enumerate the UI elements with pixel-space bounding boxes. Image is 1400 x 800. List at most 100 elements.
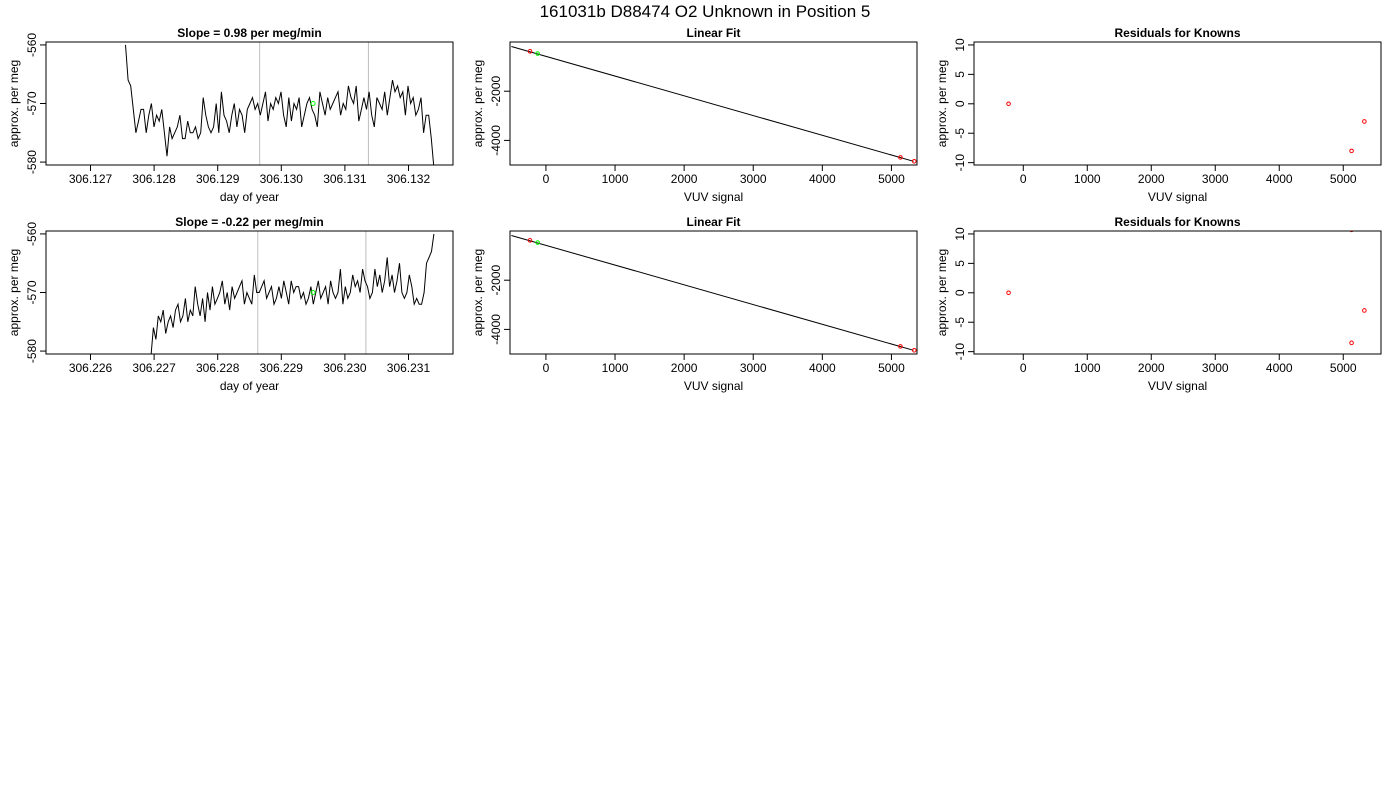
- plot-area: [1006, 231, 1367, 346]
- y-axis-label: approx. per meg: [935, 249, 949, 336]
- residual-point: [1006, 290, 1011, 296]
- y-tick-label: -560: [25, 222, 39, 246]
- x-axis-label: day of year: [220, 190, 279, 204]
- x-tick-label: 1000: [602, 172, 629, 186]
- x-tick-label: 4000: [1266, 361, 1293, 375]
- x-tick-label: 5000: [878, 172, 905, 186]
- panels: Slope = 0.98 per meg/min day of year appro…: [7, 26, 1382, 393]
- x-tick-label: 306.230: [323, 361, 367, 375]
- residual-point: [1349, 340, 1354, 346]
- y-axis-label: approx. per meg: [471, 60, 485, 147]
- plot-title: Linear Fit: [686, 215, 740, 229]
- x-tick-label: 5000: [1330, 361, 1357, 375]
- y-tick-label: -580: [25, 339, 39, 363]
- y-tick-label: 10: [953, 227, 967, 241]
- y-tick-label: -5: [953, 128, 967, 139]
- known-point: [898, 344, 903, 349]
- y-tick-label: -2000: [489, 76, 503, 107]
- unknown-point: [310, 290, 316, 295]
- x-tick-label: 306.127: [69, 172, 113, 186]
- y-axis-label: approx. per meg: [7, 249, 21, 336]
- x-tick-label: 306.129: [196, 172, 240, 186]
- x-tick-label: 306.132: [387, 172, 431, 186]
- x-tick-label: 2000: [1138, 172, 1165, 186]
- y-tick-label: -580: [25, 150, 39, 174]
- unknown-point: [535, 240, 540, 245]
- fit-line: [511, 46, 914, 162]
- y-tick-label: 0: [953, 100, 967, 107]
- x-tick-label: 4000: [809, 361, 836, 375]
- panel-ts1: Slope = 0.98 per meg/min day of year appro…: [7, 26, 454, 204]
- residual-point: [1362, 308, 1367, 313]
- plot-title: Linear Fit: [686, 26, 740, 40]
- x-tick-label: 306.228: [196, 361, 240, 375]
- y-tick-label: -560: [25, 33, 39, 57]
- known-point: [898, 155, 903, 160]
- plot-area: [511, 46, 917, 164]
- x-tick-label: 2000: [671, 361, 698, 375]
- y-axis-label: approx. per meg: [935, 60, 949, 147]
- x-tick-label: 3000: [740, 172, 767, 186]
- x-axis-label: VUV signal: [684, 379, 743, 393]
- panel-res1: Residuals for Knowns VUV signal approx. pe…: [935, 26, 1382, 204]
- series-line: [150, 233, 435, 354]
- y-axis-label: approx. per meg: [7, 60, 21, 147]
- plot-title: Residuals for Knowns: [1114, 215, 1240, 229]
- x-tick-label: 306.231: [387, 361, 431, 375]
- plot-title: Slope = 0.98 per meg/min: [177, 26, 321, 40]
- x-tick-label: 3000: [1202, 172, 1229, 186]
- plot-frame: [509, 41, 918, 166]
- fit-line: [511, 235, 914, 351]
- x-tick-label: 0: [543, 172, 550, 186]
- x-tick-label: 3000: [1202, 361, 1229, 375]
- plot-frame: [509, 230, 918, 355]
- plot-frame: [45, 41, 454, 166]
- x-tick-label: 4000: [1266, 172, 1293, 186]
- plot-frame: [973, 41, 1382, 166]
- x-tick-label: 306.131: [323, 172, 367, 186]
- known-point: [911, 348, 917, 353]
- y-axis-label: approx. per meg: [471, 249, 485, 336]
- x-axis-label: VUV signal: [684, 190, 743, 204]
- x-tick-label: 0: [1020, 172, 1027, 186]
- unknown-point: [310, 101, 316, 106]
- x-tick-label: 0: [543, 361, 550, 375]
- panel-fit2: Linear Fit VUV signal approx. per meg 0 1000…: [471, 215, 918, 393]
- x-tick-label: 306.226: [69, 361, 113, 375]
- plot-area: [150, 231, 435, 354]
- x-tick-label: 2000: [1138, 361, 1165, 375]
- residual-point: [1362, 119, 1367, 124]
- plot-frame: [973, 230, 1382, 355]
- y-tick-label: -570: [25, 91, 39, 115]
- x-axis-label: VUV signal: [1148, 379, 1207, 393]
- x-tick-label: 4000: [809, 172, 836, 186]
- residual-point: [1006, 101, 1011, 107]
- x-tick-label: 3000: [740, 361, 767, 375]
- x-tick-label: 5000: [878, 361, 905, 375]
- panel-fit1: Linear Fit VUV signal approx. per meg 0 1000…: [471, 26, 918, 204]
- x-tick-label: 0: [1020, 361, 1027, 375]
- y-tick-label: -10: [953, 154, 967, 172]
- y-tick-label: -5: [953, 317, 967, 328]
- unknown-point: [535, 51, 540, 56]
- x-tick-label: 1000: [602, 361, 629, 375]
- plot-area: [125, 42, 435, 165]
- y-tick-label: 0: [953, 289, 967, 296]
- x-tick-label: 1000: [1074, 172, 1101, 186]
- x-tick-label: 306.229: [260, 361, 304, 375]
- y-tick-label: -570: [25, 280, 39, 304]
- x-axis-label: day of year: [220, 379, 279, 393]
- x-tick-label: 306.130: [260, 172, 304, 186]
- x-tick-label: 5000: [1330, 172, 1357, 186]
- y-tick-label: 5: [953, 71, 967, 78]
- x-tick-label: 2000: [671, 172, 698, 186]
- plot-title: Slope = -0.22 per meg/min: [175, 215, 323, 229]
- plot-frame: [45, 230, 454, 355]
- known-point: [911, 159, 917, 164]
- y-tick-label: -4000: [489, 314, 503, 345]
- x-tick-label: 306.227: [132, 361, 176, 375]
- panel-res2: Residuals for Knowns VUV signal approx. pe…: [935, 215, 1382, 393]
- plot-area: [1006, 101, 1367, 154]
- x-tick-label: 1000: [1074, 361, 1101, 375]
